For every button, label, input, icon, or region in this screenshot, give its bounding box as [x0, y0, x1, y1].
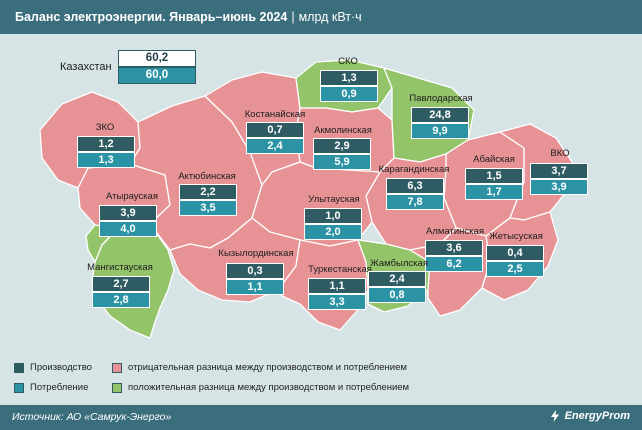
label-kyzylorda: Кызылординская	[218, 248, 294, 259]
label-ulytau: Улытауская	[308, 194, 360, 205]
consumption-zko: 1,3	[77, 152, 135, 168]
production-karaganda: 6,3	[386, 178, 444, 194]
lightning-icon	[550, 410, 559, 422]
legend-negative-swatch	[112, 362, 122, 373]
production-pavlodar: 24,8	[411, 107, 469, 123]
consumption-zhambyl: 0,8	[368, 287, 426, 303]
values-kyzylorda: 0,3 1,1	[226, 263, 284, 295]
values-pavlodar: 24,8 9,9	[411, 107, 469, 139]
legend-consumption: Потребление	[14, 382, 88, 393]
legend-consumption-label: Потребление	[30, 382, 89, 393]
unit-label: млрд кВт·ч	[298, 10, 362, 24]
values-mangystau: 2,7 2,8	[92, 276, 150, 308]
consumption-zhetysu: 2,5	[486, 261, 544, 277]
consumption-karaganda: 7,8	[386, 194, 444, 210]
consumption-mangystau: 2,8	[92, 292, 150, 308]
consumption-ulytau: 2,0	[304, 224, 362, 240]
consumption-aktobe: 3,5	[179, 200, 237, 216]
consumption-kostanay: 2,4	[246, 138, 304, 154]
production-sko: 1,3	[320, 70, 378, 86]
values-kostanay: 0,7 2,4	[246, 122, 304, 154]
legend-positive-swatch	[112, 382, 122, 393]
values-zko: 1,2 1,3	[77, 136, 135, 168]
legend-production-label: Производство	[30, 362, 92, 373]
values-aktobe: 2,2 3,5	[179, 184, 237, 216]
production-ulytau: 1,0	[304, 208, 362, 224]
label-atyrau: Атырауская	[106, 191, 158, 202]
title-separator: |	[291, 10, 295, 24]
production-zhetysu: 0,4	[486, 245, 544, 261]
total-label: Казахстан	[60, 61, 112, 73]
label-zhambyl: Жамбылская	[370, 258, 428, 269]
label-mangystau: Мангистауская	[87, 262, 153, 273]
label-akmola: Акмолинская	[314, 125, 372, 136]
consumption-atyrau: 4,0	[99, 221, 157, 237]
consumption-pavlodar: 9,9	[411, 123, 469, 139]
footer: Источник: АО «Самрук-Энерго» EnergyProm	[0, 405, 642, 430]
values-abay: 1,5 1,7	[465, 168, 523, 200]
consumption-abay: 1,7	[465, 184, 523, 200]
legend-positive: положительная разница между производство…	[112, 382, 409, 393]
label-pavlodar: Павлодарская	[409, 93, 473, 104]
label-abay: Абайская	[473, 154, 515, 165]
legend-consumption-swatch	[14, 382, 24, 393]
consumption-turkestan: 3,3	[308, 294, 366, 310]
brand-name: EnergyProm	[564, 410, 630, 422]
label-karaganda: Карагандинская	[378, 164, 450, 175]
production-aktobe: 2,2	[179, 184, 237, 200]
total-consumption: 60,0	[118, 67, 196, 84]
legend-positive-label: положительная разница между производство…	[128, 382, 410, 393]
label-zko: ЗКО	[95, 122, 115, 133]
values-ulytau: 1,0 2,0	[304, 208, 362, 240]
label-turkestan: Туркестанская	[308, 264, 372, 275]
values-almaty: 3,6 6,2	[425, 240, 483, 272]
values-turkestan: 1,1 3,3	[308, 278, 366, 310]
production-atyrau: 3,9	[99, 205, 157, 221]
label-kostanay: Костанайская	[244, 109, 306, 120]
label-zhetysu: Жетысуская	[489, 231, 543, 242]
total-values: 60,2 60,0	[118, 50, 196, 84]
values-zhambyl: 2,4 0,8	[368, 271, 426, 303]
source-text: Источник: АО «Самрук-Энерго»	[12, 411, 172, 423]
consumption-vko: 3,9	[530, 179, 588, 195]
page-title: Баланс электроэнергии. Январь–июнь 2024	[15, 10, 288, 24]
label-sko: СКО	[338, 56, 358, 67]
label-vko: ВКО	[550, 148, 570, 159]
production-almaty: 3,6	[425, 240, 483, 256]
production-kostanay: 0,7	[246, 122, 304, 138]
consumption-almaty: 6,2	[425, 256, 483, 272]
production-mangystau: 2,7	[92, 276, 150, 292]
values-akmola: 2,9 5,9	[313, 138, 371, 170]
values-sko: 1,3 0,9	[320, 70, 378, 102]
label-almaty: Алматинская	[426, 226, 484, 237]
consumption-kyzylorda: 1,1	[226, 279, 284, 295]
label-aktobe: Актюбинская	[178, 171, 236, 182]
production-zhambyl: 2,4	[368, 271, 426, 287]
legend-negative: отрицательная разница между производство…	[112, 362, 407, 373]
brand-logo: EnergyProm	[549, 410, 630, 422]
values-zhetysu: 0,4 2,5	[486, 245, 544, 277]
production-vko: 3,7	[530, 163, 588, 179]
title-bar: Баланс электроэнергии. Январь–июнь 2024 |…	[0, 0, 642, 34]
consumption-sko: 0,9	[320, 86, 378, 102]
production-kyzylorda: 0,3	[226, 263, 284, 279]
legend-production-swatch	[14, 362, 24, 373]
production-turkestan: 1,1	[308, 278, 366, 294]
legend-production: Производство	[14, 362, 92, 373]
production-akmola: 2,9	[313, 138, 371, 154]
legend-negative-label: отрицательная разница между производство…	[128, 362, 407, 373]
consumption-akmola: 5,9	[313, 154, 371, 170]
production-abay: 1,5	[465, 168, 523, 184]
values-vko: 3,7 3,9	[530, 163, 588, 195]
values-atyrau: 3,9 4,0	[99, 205, 157, 237]
total-production: 60,2	[118, 50, 196, 67]
production-zko: 1,2	[77, 136, 135, 152]
values-karaganda: 6,3 7,8	[386, 178, 444, 210]
